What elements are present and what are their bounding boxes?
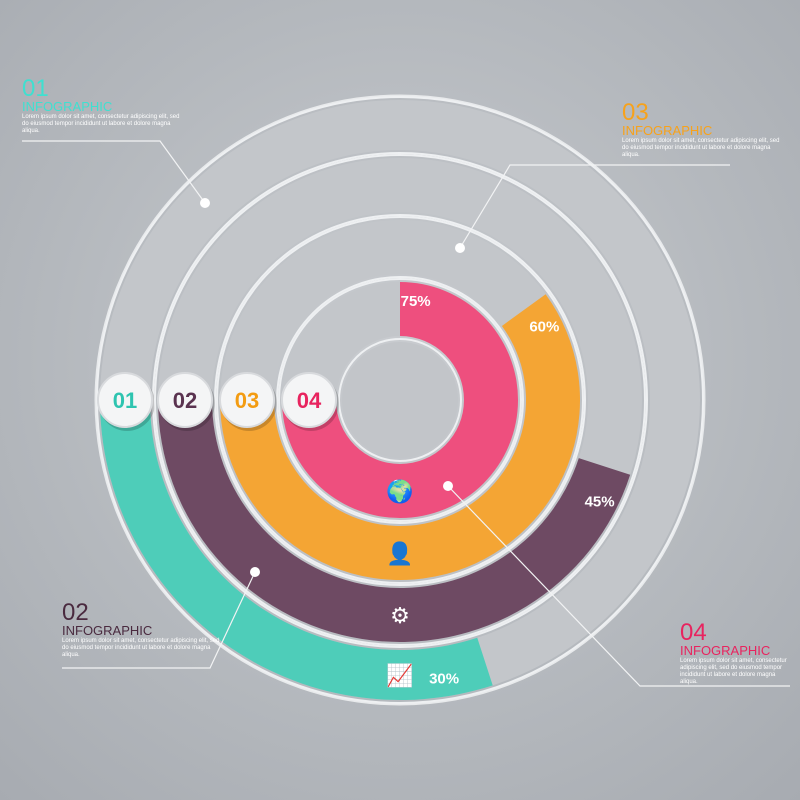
leader-dot <box>443 481 453 491</box>
ring-progress-arc <box>158 400 631 642</box>
ring-border <box>278 278 522 522</box>
info-text: Lorem ipsum dolor sit amet, consectetur … <box>62 638 220 658</box>
ring-border <box>154 154 646 646</box>
ring-03: 60% 👤 03 <box>216 216 584 584</box>
ring-percent-label: 75% <box>401 293 431 310</box>
info-block-02: 02 INFOGRAPHIC Lorem ipsum dolor sit ame… <box>62 599 222 659</box>
ring-04: 75% 🌍 04 <box>278 278 522 522</box>
info-title: INFOGRAPHIC <box>22 99 113 114</box>
ring-badge <box>157 372 213 428</box>
leader-dot <box>250 567 260 577</box>
info-block-04: 04 INFOGRAPHIC Lorem ipsum dolor sit ame… <box>680 619 790 686</box>
ring-badge <box>219 372 275 428</box>
ring-badge-number: 02 <box>173 388 197 413</box>
ring-progress-arc <box>100 400 493 701</box>
info-number: 02 <box>62 599 89 626</box>
leader-line <box>62 571 256 669</box>
ring-percent-label: 45% <box>585 494 615 511</box>
leader-line <box>22 140 206 204</box>
ring-badge-number: 04 <box>297 388 322 413</box>
ring-percent-label: 30% <box>429 671 459 688</box>
info-block-03: 03 INFOGRAPHIC Lorem ipsum dolor sit ame… <box>622 99 782 159</box>
info-text: Lorem ipsum dolor sit amet, consectetur … <box>22 114 180 134</box>
gears-icon: ⚙ <box>390 603 410 628</box>
info-title: INFOGRAPHIC <box>62 623 153 638</box>
leader-dot <box>200 198 210 208</box>
ring-badge <box>97 372 153 428</box>
world-map-icon: 🌍 <box>386 479 413 504</box>
ring-progress-arc <box>282 282 518 518</box>
ring-border <box>216 216 584 584</box>
info-text: Lorem ipsum dolor sit amet, consectetur … <box>680 658 787 685</box>
leader-line <box>459 164 730 249</box>
ring-02: 45% ⚙ 02 <box>154 154 646 646</box>
ring-progress-arc <box>219 294 580 581</box>
ring-percent-label: 60% <box>529 318 559 335</box>
ring-border <box>276 276 524 524</box>
center-hole <box>342 342 458 458</box>
ring-01: 30% 📈 01 <box>96 96 704 704</box>
info-number: 04 <box>680 619 707 646</box>
person-icon: 👤 <box>386 541 413 566</box>
info-block-01: 01 INFOGRAPHIC Lorem ipsum dolor sit ame… <box>22 75 182 135</box>
info-title: INFOGRAPHIC <box>680 643 771 658</box>
leader-dot <box>455 243 465 253</box>
info-text: Lorem ipsum dolor sit amet, consectetur … <box>622 138 780 158</box>
info-number: 03 <box>622 99 649 126</box>
ring-badge-number: 01 <box>113 388 137 413</box>
ring-border <box>338 338 462 462</box>
ring-badge <box>281 372 337 428</box>
info-number: 01 <box>22 75 49 102</box>
leader-line <box>447 485 790 687</box>
ring-badge-number: 03 <box>235 388 259 413</box>
ring-border <box>214 214 586 586</box>
info-title: INFOGRAPHIC <box>622 123 713 138</box>
growth-chart-icon: 📈 <box>386 663 413 688</box>
